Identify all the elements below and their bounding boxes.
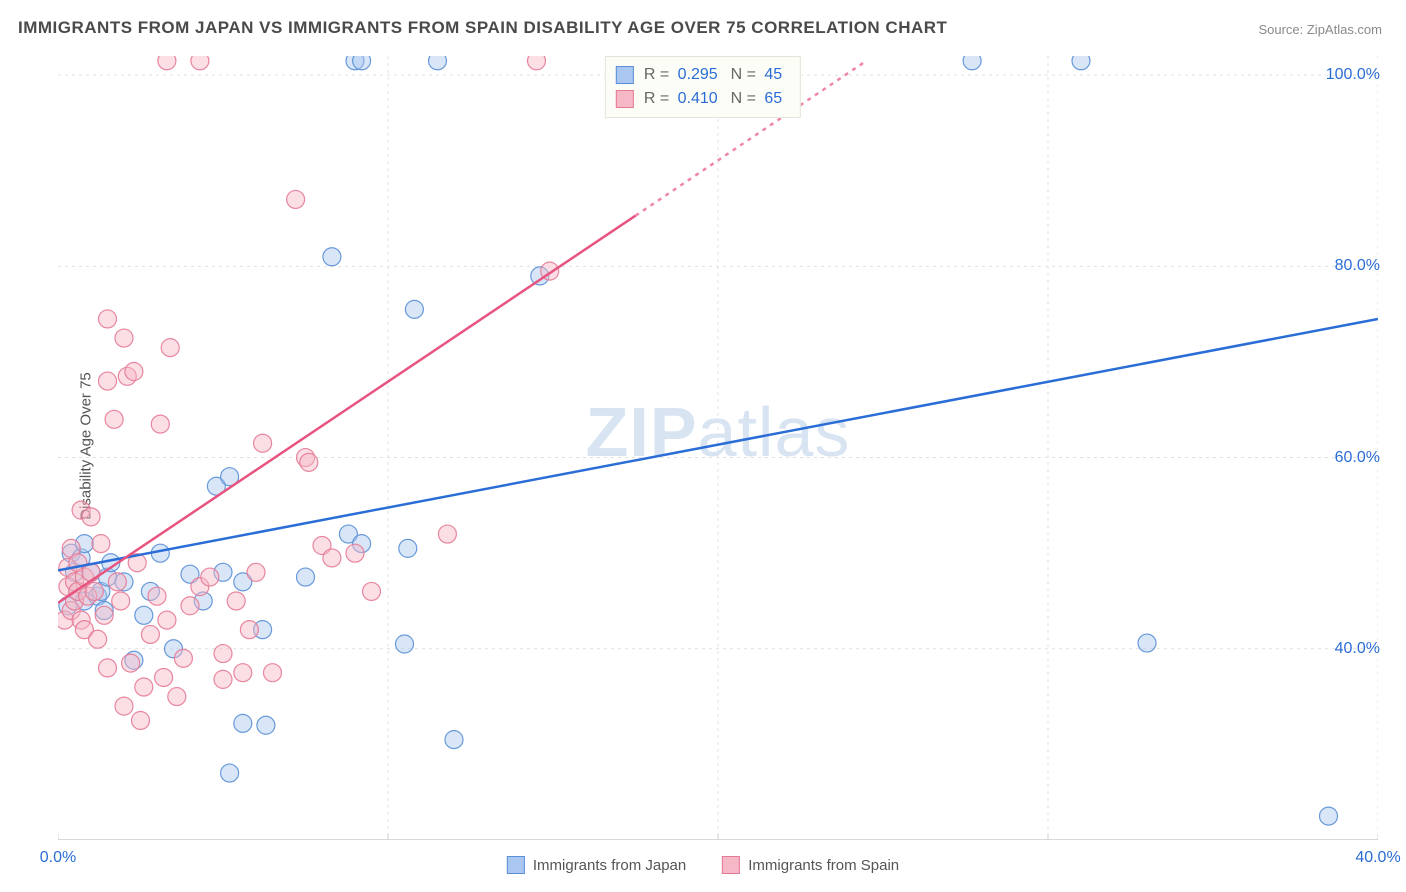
bottom-legend: Immigrants from Japan Immigrants from Spa… [507,856,899,874]
plot-area: ZIPatlas 40.0%60.0%80.0%100.0% 0.0%40.0% [58,56,1378,840]
legend-label: Immigrants from Spain [748,857,899,874]
legend-swatch [616,90,634,108]
y-tick-label: 40.0% [1335,640,1380,658]
bottom-legend-item: Immigrants from Japan [507,856,686,874]
source-name: ZipAtlas.com [1307,22,1382,37]
y-tick-label: 100.0% [1326,66,1380,84]
legend-swatch [722,856,740,874]
y-tick-label: 60.0% [1335,449,1380,467]
x-tick-label: 40.0% [1355,849,1400,867]
y-tick-label: 80.0% [1335,257,1380,275]
legend-stats: R = 0.295 N = 45 [644,63,786,87]
chart-svg [58,56,1378,840]
bottom-legend-item: Immigrants from Spain [722,856,899,874]
legend-swatch [507,856,525,874]
source-prefix: Source: [1258,22,1306,37]
chart-title: IMMIGRANTS FROM JAPAN VS IMMIGRANTS FROM… [18,18,947,38]
legend-row: R = 0.410 N = 65 [616,87,786,111]
x-tick-label: 0.0% [40,849,76,867]
legend-swatch [616,66,634,84]
legend-row: R = 0.295 N = 45 [616,63,786,87]
legend-stats: R = 0.410 N = 65 [644,87,786,111]
source-attribution: Source: ZipAtlas.com [1258,22,1382,37]
legend-label: Immigrants from Japan [533,857,686,874]
legend-box: R = 0.295 N = 45 R = 0.410 N = 65 [605,56,801,118]
